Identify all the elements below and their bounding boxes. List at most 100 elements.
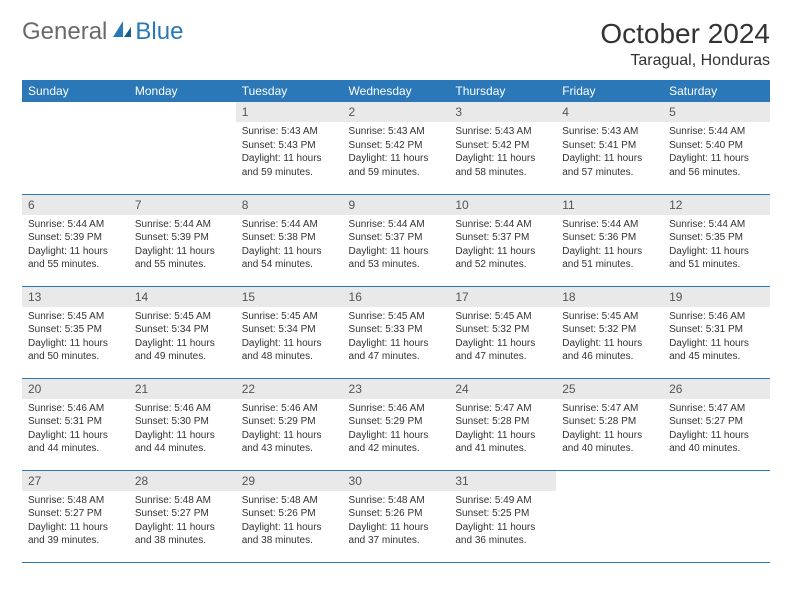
calendar-cell: 17Sunrise: 5:45 AMSunset: 5:32 PMDayligh… <box>449 286 556 378</box>
sunset-text: Sunset: 5:34 PM <box>135 323 230 337</box>
daylight-text: Daylight: 11 hours and 40 minutes. <box>669 429 764 456</box>
day-header-row: SundayMondayTuesdayWednesdayThursdayFrid… <box>22 80 770 102</box>
calendar-cell: 22Sunrise: 5:46 AMSunset: 5:29 PMDayligh… <box>236 378 343 470</box>
calendar-cell: 26Sunrise: 5:47 AMSunset: 5:27 PMDayligh… <box>663 378 770 470</box>
day-content: Sunrise: 5:45 AMSunset: 5:32 PMDaylight:… <box>449 307 556 368</box>
daylight-text: Daylight: 11 hours and 53 minutes. <box>349 245 444 272</box>
day-content: Sunrise: 5:47 AMSunset: 5:28 PMDaylight:… <box>556 399 663 460</box>
daylight-text: Daylight: 11 hours and 36 minutes. <box>455 521 550 548</box>
sunset-text: Sunset: 5:29 PM <box>242 415 337 429</box>
day-number: 28 <box>129 471 236 491</box>
day-content: Sunrise: 5:46 AMSunset: 5:29 PMDaylight:… <box>236 399 343 460</box>
day-number: 23 <box>343 379 450 399</box>
calendar-cell: 7Sunrise: 5:44 AMSunset: 5:39 PMDaylight… <box>129 194 236 286</box>
sunrise-text: Sunrise: 5:43 AM <box>455 125 550 139</box>
logo: General Blue <box>22 18 183 46</box>
day-content: Sunrise: 5:48 AMSunset: 5:26 PMDaylight:… <box>236 491 343 552</box>
sunset-text: Sunset: 5:43 PM <box>242 139 337 153</box>
sunrise-text: Sunrise: 5:47 AM <box>669 402 764 416</box>
sunset-text: Sunset: 5:31 PM <box>28 415 123 429</box>
day-number: 15 <box>236 287 343 307</box>
calendar-cell: 28Sunrise: 5:48 AMSunset: 5:27 PMDayligh… <box>129 470 236 562</box>
sunrise-text: Sunrise: 5:48 AM <box>135 494 230 508</box>
daylight-text: Daylight: 11 hours and 47 minutes. <box>455 337 550 364</box>
sunrise-text: Sunrise: 5:44 AM <box>669 125 764 139</box>
day-number: 31 <box>449 471 556 491</box>
calendar-cell: 21Sunrise: 5:46 AMSunset: 5:30 PMDayligh… <box>129 378 236 470</box>
sunrise-text: Sunrise: 5:45 AM <box>455 310 550 324</box>
calendar-week: 13Sunrise: 5:45 AMSunset: 5:35 PMDayligh… <box>22 286 770 378</box>
sunrise-text: Sunrise: 5:46 AM <box>28 402 123 416</box>
sunset-text: Sunset: 5:42 PM <box>455 139 550 153</box>
day-number: 16 <box>343 287 450 307</box>
calendar-cell: 16Sunrise: 5:45 AMSunset: 5:33 PMDayligh… <box>343 286 450 378</box>
sunrise-text: Sunrise: 5:47 AM <box>562 402 657 416</box>
sunrise-text: Sunrise: 5:44 AM <box>669 218 764 232</box>
day-number: 30 <box>343 471 450 491</box>
sunset-text: Sunset: 5:30 PM <box>135 415 230 429</box>
day-content: Sunrise: 5:46 AMSunset: 5:29 PMDaylight:… <box>343 399 450 460</box>
day-content: Sunrise: 5:45 AMSunset: 5:34 PMDaylight:… <box>129 307 236 368</box>
day-content: Sunrise: 5:44 AMSunset: 5:39 PMDaylight:… <box>129 215 236 276</box>
sunrise-text: Sunrise: 5:43 AM <box>562 125 657 139</box>
sunrise-text: Sunrise: 5:49 AM <box>455 494 550 508</box>
sunset-text: Sunset: 5:27 PM <box>669 415 764 429</box>
sunset-text: Sunset: 5:40 PM <box>669 139 764 153</box>
daylight-text: Daylight: 11 hours and 39 minutes. <box>28 521 123 548</box>
calendar-cell: 18Sunrise: 5:45 AMSunset: 5:32 PMDayligh… <box>556 286 663 378</box>
sunset-text: Sunset: 5:36 PM <box>562 231 657 245</box>
day-content: Sunrise: 5:44 AMSunset: 5:36 PMDaylight:… <box>556 215 663 276</box>
day-number: 25 <box>556 379 663 399</box>
day-number: 5 <box>663 102 770 122</box>
calendar-cell: 1Sunrise: 5:43 AMSunset: 5:43 PMDaylight… <box>236 102 343 194</box>
day-number: 21 <box>129 379 236 399</box>
day-number: 14 <box>129 287 236 307</box>
sunset-text: Sunset: 5:39 PM <box>28 231 123 245</box>
calendar-cell: 5Sunrise: 5:44 AMSunset: 5:40 PMDaylight… <box>663 102 770 194</box>
daylight-text: Daylight: 11 hours and 41 minutes. <box>455 429 550 456</box>
calendar-week: 6Sunrise: 5:44 AMSunset: 5:39 PMDaylight… <box>22 194 770 286</box>
sunset-text: Sunset: 5:26 PM <box>242 507 337 521</box>
logo-text-general: General <box>22 18 107 46</box>
calendar-cell: 20Sunrise: 5:46 AMSunset: 5:31 PMDayligh… <box>22 378 129 470</box>
daylight-text: Daylight: 11 hours and 44 minutes. <box>135 429 230 456</box>
sunset-text: Sunset: 5:25 PM <box>455 507 550 521</box>
daylight-text: Daylight: 11 hours and 57 minutes. <box>562 152 657 179</box>
day-number: 24 <box>449 379 556 399</box>
sunset-text: Sunset: 5:27 PM <box>28 507 123 521</box>
sunrise-text: Sunrise: 5:45 AM <box>28 310 123 324</box>
sunset-text: Sunset: 5:26 PM <box>349 507 444 521</box>
daylight-text: Daylight: 11 hours and 58 minutes. <box>455 152 550 179</box>
sunrise-text: Sunrise: 5:44 AM <box>349 218 444 232</box>
logo-text-blue: Blue <box>135 18 183 46</box>
day-content: Sunrise: 5:43 AMSunset: 5:42 PMDaylight:… <box>449 122 556 183</box>
sunset-text: Sunset: 5:32 PM <box>562 323 657 337</box>
sunrise-text: Sunrise: 5:48 AM <box>28 494 123 508</box>
daylight-text: Daylight: 11 hours and 51 minutes. <box>562 245 657 272</box>
day-number: 20 <box>22 379 129 399</box>
page-header: General Blue October 2024 Taragual, Hond… <box>22 18 770 70</box>
day-header: Saturday <box>663 80 770 102</box>
day-content: Sunrise: 5:44 AMSunset: 5:37 PMDaylight:… <box>343 215 450 276</box>
calendar-cell: 4Sunrise: 5:43 AMSunset: 5:41 PMDaylight… <box>556 102 663 194</box>
sunset-text: Sunset: 5:28 PM <box>562 415 657 429</box>
month-title: October 2024 <box>600 18 770 50</box>
calendar-cell <box>556 470 663 562</box>
day-content: Sunrise: 5:46 AMSunset: 5:31 PMDaylight:… <box>22 399 129 460</box>
sunrise-text: Sunrise: 5:43 AM <box>349 125 444 139</box>
sunset-text: Sunset: 5:38 PM <box>242 231 337 245</box>
calendar-cell <box>663 470 770 562</box>
calendar-cell: 2Sunrise: 5:43 AMSunset: 5:42 PMDaylight… <box>343 102 450 194</box>
daylight-text: Daylight: 11 hours and 38 minutes. <box>135 521 230 548</box>
day-number: 22 <box>236 379 343 399</box>
day-number: 8 <box>236 195 343 215</box>
daylight-text: Daylight: 11 hours and 59 minutes. <box>349 152 444 179</box>
day-content: Sunrise: 5:44 AMSunset: 5:37 PMDaylight:… <box>449 215 556 276</box>
day-content: Sunrise: 5:45 AMSunset: 5:35 PMDaylight:… <box>22 307 129 368</box>
sunrise-text: Sunrise: 5:44 AM <box>242 218 337 232</box>
day-content: Sunrise: 5:48 AMSunset: 5:27 PMDaylight:… <box>22 491 129 552</box>
sunset-text: Sunset: 5:34 PM <box>242 323 337 337</box>
sunrise-text: Sunrise: 5:47 AM <box>455 402 550 416</box>
calendar-cell: 12Sunrise: 5:44 AMSunset: 5:35 PMDayligh… <box>663 194 770 286</box>
daylight-text: Daylight: 11 hours and 50 minutes. <box>28 337 123 364</box>
